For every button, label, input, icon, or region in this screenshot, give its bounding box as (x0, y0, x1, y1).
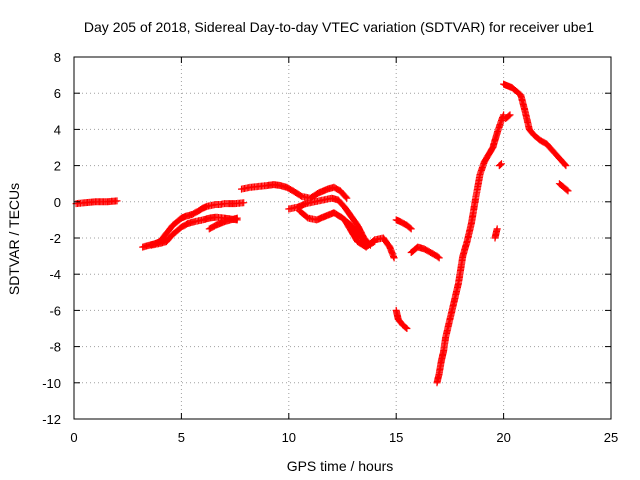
data-series (392, 306, 411, 332)
x-tick-label: 20 (496, 430, 510, 445)
x-tick-label: 5 (178, 430, 185, 445)
chart-title: Day 205 of 2018, Sidereal Day-to-day VTE… (84, 19, 594, 35)
y-tick-label: -4 (49, 267, 61, 282)
data-point-markers (555, 180, 572, 195)
y-tick-label: 0 (54, 195, 61, 210)
data-point-markers (341, 216, 398, 262)
tick-labels: 0 5 10 15 20 25 -12 -10 -8 -6 -4 -2 0 2 4 6 8 (42, 50, 618, 445)
data-layer (72, 80, 572, 387)
data-series (433, 111, 508, 387)
data-point-markers (205, 214, 241, 233)
x-tick-label: 15 (389, 430, 403, 445)
data-series (238, 181, 351, 202)
data-point-markers (392, 306, 411, 332)
y-tick-label: -8 (49, 340, 61, 355)
x-tick-label: 0 (70, 430, 77, 445)
data-point-markers (495, 160, 505, 170)
y-tick-label: -6 (49, 303, 61, 318)
y-axis-title: SDTVAR / TECUs (6, 183, 22, 295)
data-point-markers (72, 197, 121, 208)
y-tick-label: -12 (42, 412, 61, 427)
y-tick-label: 4 (54, 122, 61, 137)
data-series (341, 216, 398, 262)
data-point-markers (433, 111, 508, 387)
data-series (502, 111, 514, 122)
data-point-markers (500, 80, 570, 170)
data-series (205, 214, 241, 233)
x-axis-title: GPS time / hours (287, 458, 394, 474)
y-tick-label: 8 (54, 50, 61, 65)
data-point-markers (392, 216, 415, 233)
axis-ticks (73, 56, 612, 420)
data-point-markers (238, 181, 351, 202)
data-series (491, 225, 501, 242)
x-tick-label: 25 (604, 430, 618, 445)
x-tick-label: 10 (282, 430, 296, 445)
data-point-markers (491, 225, 501, 242)
data-series (392, 216, 415, 233)
data-series (72, 197, 121, 208)
y-tick-label: 2 (54, 159, 61, 174)
data-point-markers (502, 111, 514, 122)
data-point-markers (407, 243, 443, 262)
data-series (555, 180, 572, 195)
data-series (495, 160, 505, 170)
data-series (407, 243, 443, 262)
y-tick-label: -2 (49, 231, 61, 246)
y-tick-label: -10 (42, 376, 61, 391)
data-series (500, 80, 570, 170)
y-tick-label: 6 (54, 86, 61, 101)
